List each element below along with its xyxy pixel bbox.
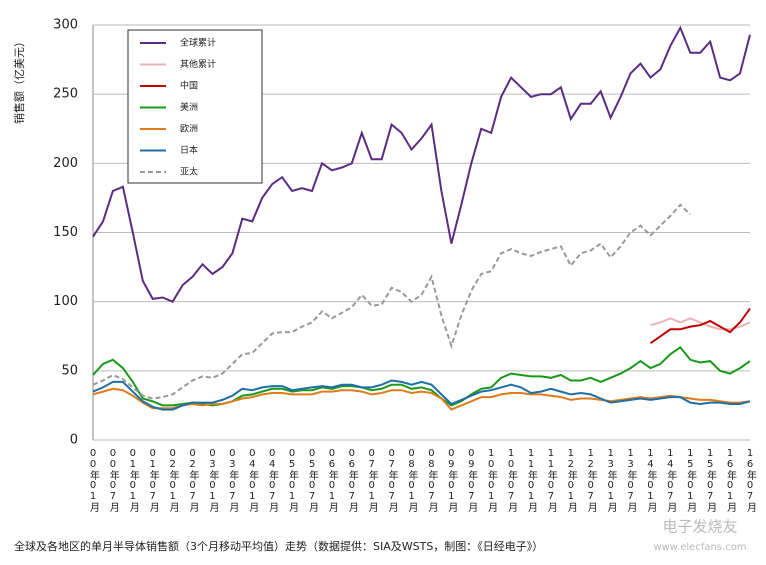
x-tick-label: 13年07月 (625, 448, 637, 513)
x-tick-label: 10年07月 (506, 448, 518, 513)
legend-label: 全球累计 (180, 37, 216, 49)
x-tick-label: 02年01月 (167, 448, 179, 513)
legend-label: 美洲 (180, 101, 198, 113)
x-tick-label: 15年07月 (705, 448, 717, 513)
legend-label: 日本 (180, 144, 198, 156)
x-tick-label: 05年01月 (287, 448, 299, 513)
x-tick-label: 15年01月 (685, 448, 697, 513)
x-tick-label: 16年01月 (725, 448, 737, 513)
x-tick-label: 11年07月 (545, 448, 557, 513)
x-tick-label: 02年07月 (187, 448, 199, 513)
x-tick-label: 13年01月 (605, 448, 617, 513)
y-tick-label: 50 (61, 363, 78, 378)
y-tick-label: 250 (53, 87, 78, 102)
x-tick-label: 09年07月 (466, 448, 478, 513)
legend-label: 其他累计 (180, 58, 216, 70)
legend-label: 中国 (180, 80, 198, 92)
x-tick-label: 14年07月 (665, 448, 677, 513)
x-tick-label: 08年01月 (406, 448, 418, 513)
x-tick-label: 05年07月 (307, 448, 319, 513)
x-tick-label: 14年01月 (645, 448, 657, 513)
x-tick-label: 06年07月 (346, 448, 358, 513)
watermark: 电子发烧友 (662, 518, 737, 536)
x-tick-label: 07年07月 (386, 448, 398, 513)
series-line (92, 379, 751, 411)
legend-label: 欧洲 (180, 123, 198, 135)
series-line (92, 203, 691, 400)
x-tick-label: 08年07月 (426, 448, 438, 513)
x-tick-label: 12年01月 (565, 448, 577, 513)
x-tick-label: 06年01月 (326, 448, 338, 513)
x-tick-label: 11年01月 (526, 448, 538, 513)
x-tick-label: 16年07月 (745, 448, 757, 513)
x-tick-label: 00年07月 (107, 448, 119, 513)
x-tick-label: 03年01月 (207, 448, 219, 513)
x-tick-label: 01年01月 (127, 448, 139, 513)
x-tick-label: 09年01月 (446, 448, 458, 513)
watermark: www.elecfans.com (653, 542, 746, 553)
x-tick-label: 12年07月 (585, 448, 597, 513)
y-tick-label: 300 (53, 18, 78, 33)
x-tick-label: 10年01月 (486, 448, 498, 513)
y-tick-label: 200 (53, 156, 78, 171)
series-line (649, 308, 751, 345)
series-line (92, 25, 751, 303)
x-tick-label: 04年01月 (247, 448, 259, 513)
caption: 全球及各地区的单月半导体销售额（3个月移动平均值）走势（数据提供：SIA及WST… (14, 539, 543, 553)
x-tick-label: 07年01月 (366, 448, 378, 513)
x-tick-label: 04年07月 (267, 448, 279, 513)
series-line (92, 345, 751, 407)
series-line (92, 387, 751, 411)
x-tick-label: 00年01月 (88, 448, 100, 513)
y-tick-label: 0 (70, 433, 78, 448)
y-tick-label: 100 (53, 294, 78, 309)
y-tick-label: 150 (53, 225, 78, 240)
legend-label: 亚太 (180, 166, 198, 178)
y-axis-title: 销售额（亿美元） (12, 36, 26, 124)
x-tick-label: 01年07月 (147, 448, 159, 513)
x-tick-label: 03年07月 (227, 448, 239, 513)
